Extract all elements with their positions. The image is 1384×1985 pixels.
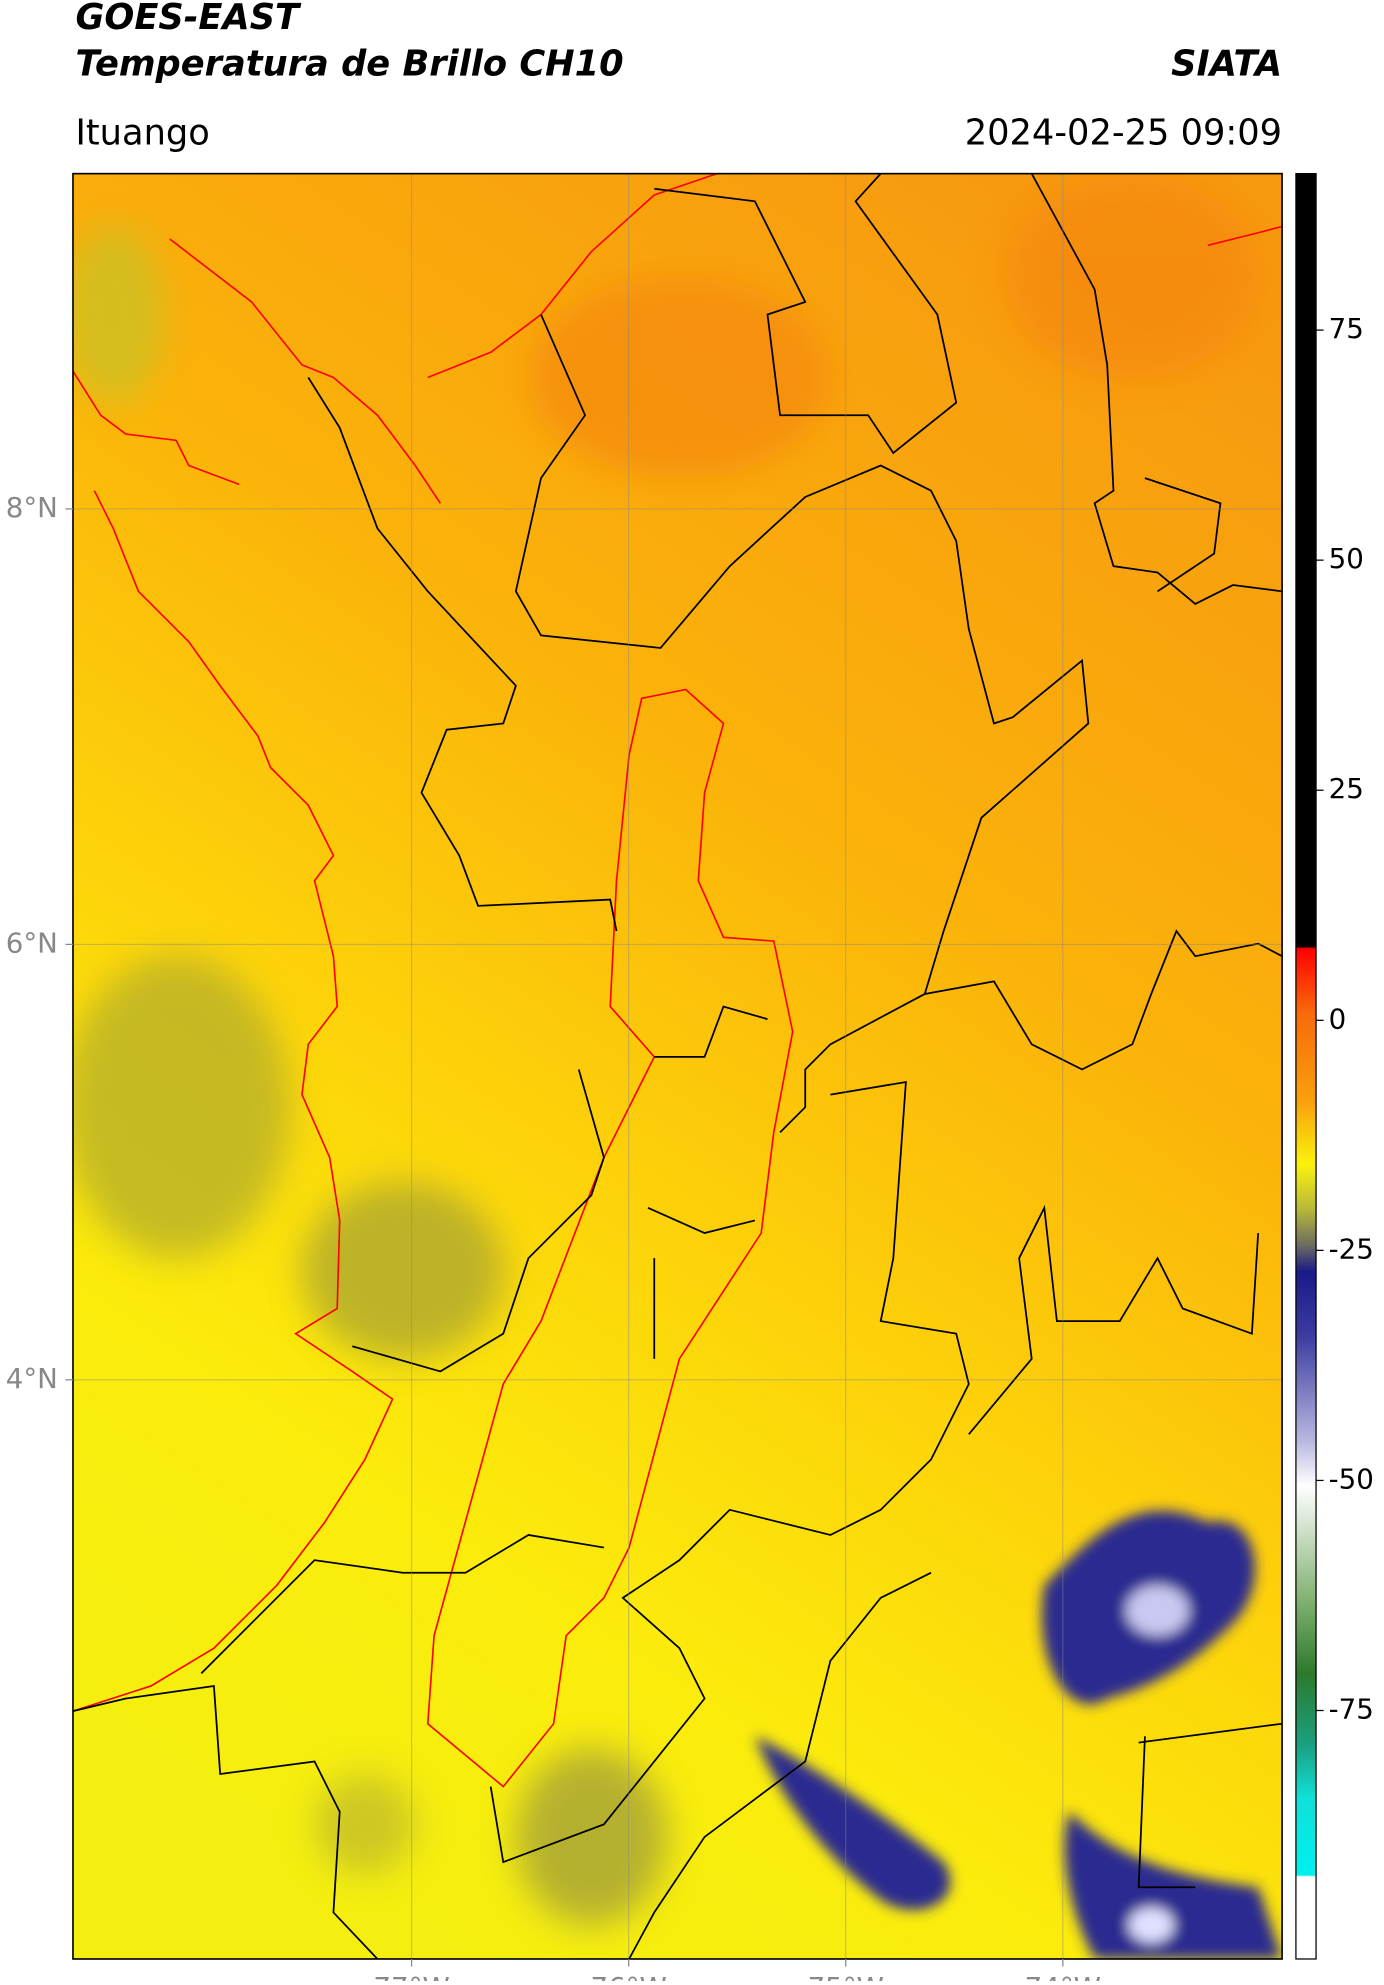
colorbar-tick-label: -25 [1329,1232,1374,1265]
grid [72,173,1283,1959]
location: Ituango [75,113,209,154]
lon-tick-label: 75°W [808,1971,884,1981]
lon-tick-label: 76°W [591,1971,667,1981]
colorbar-tick-label: 25 [1329,772,1364,805]
colorbar-tick-label: 0 [1329,1002,1347,1035]
source: SIATA [1171,43,1282,84]
lat-tick-label: 4°N [6,1362,58,1395]
lon-tick-label: 77°W [373,1971,449,1981]
map-frame [72,172,1283,1960]
lat-tick-label: 6°N [6,926,58,959]
colorbar [1295,172,1317,1960]
colorbar-tick-label: -75 [1329,1693,1374,1726]
lat-tick-label: 8°N [6,491,58,524]
datetime: 2024-02-25 09:09 [965,113,1282,154]
colorbar-tick-label: 50 [1329,542,1364,575]
lon-tick-label: 74°W [1025,1971,1101,1981]
colorbar-tick-label: 75 [1329,312,1364,345]
subtitle: Temperatura de Brillo CH10 [75,43,623,84]
colorbar-tick-label: -50 [1329,1462,1374,1495]
title: GOES-EAST [75,0,302,38]
map-area [72,173,1283,1959]
